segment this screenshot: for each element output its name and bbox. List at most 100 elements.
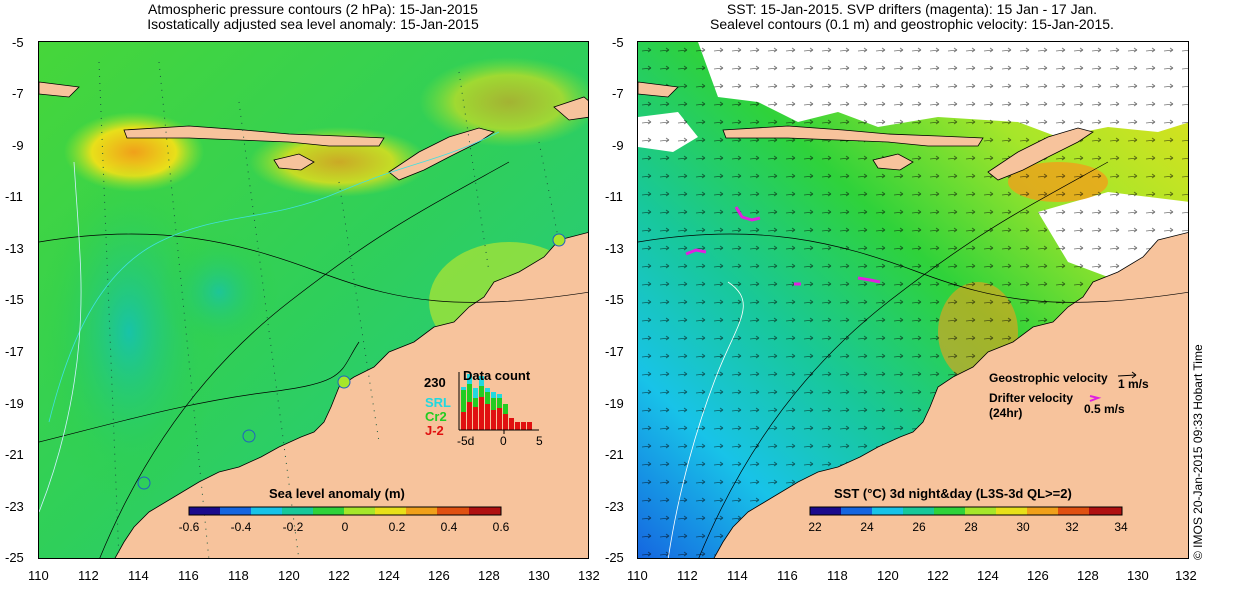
right-y-tick: -25 xyxy=(605,550,624,565)
data-count-inset xyxy=(458,372,539,434)
right-x-tick: 130 xyxy=(1127,568,1149,583)
sst-colorbar xyxy=(809,506,1123,516)
left-y-tick: -13 xyxy=(5,241,24,256)
imos-credit: © IMOS 20-Jan-2015 09:33 Hobart Time xyxy=(1191,344,1205,560)
altimeter-tracks xyxy=(98,61,560,558)
right-y-tick: -7 xyxy=(612,86,624,101)
island-timor xyxy=(388,127,495,181)
left-x-tick: 118 xyxy=(228,568,249,583)
pressure-contour-1 xyxy=(39,233,588,303)
sealevel-contour xyxy=(638,233,1188,303)
bathymetry-contour-2 xyxy=(39,161,82,513)
data-count-bar xyxy=(473,388,478,398)
left-y-tick: -11 xyxy=(5,189,23,204)
data-count-bar xyxy=(485,404,490,430)
sea-level-anomaly-map[interactable]: Data count 230 SRL Cr2 J-2 -5d 0 5 Sea l… xyxy=(38,41,589,559)
drifter-track[interactable] xyxy=(685,248,707,256)
data-count-series-j2: J-2 xyxy=(425,423,444,438)
right-y-tick: -15 xyxy=(605,292,624,307)
left-x-tick: 120 xyxy=(278,568,300,583)
sealevel-contour-white xyxy=(667,281,744,558)
drifter-track[interactable] xyxy=(857,276,881,284)
island-chain-north xyxy=(123,125,385,147)
drifter-velocity-scale: 0.5 m/s xyxy=(1084,402,1125,416)
data-count-bar xyxy=(485,392,490,404)
tide-gauge-marker[interactable] xyxy=(552,233,566,247)
right-y-tick: -9 xyxy=(612,138,624,153)
sla-high-anomaly-timor xyxy=(249,127,429,197)
data-count-bar xyxy=(479,386,484,397)
left-x-tick: 126 xyxy=(428,568,450,583)
right-y-tick: -11 xyxy=(605,189,623,204)
sla-colorbar-label: Sea level anomaly (m) xyxy=(269,486,405,501)
sst-map[interactable]: Geostrophic velocity 1 m/s Drifter veloc… xyxy=(637,41,1189,559)
right-x-tick: 110 xyxy=(627,568,648,583)
sst-colorbar-label: SST (°C) 3d night&day (L3S-3d QL>=2) xyxy=(834,486,1072,501)
bathymetry-contour xyxy=(48,131,500,423)
data-count-max: 230 xyxy=(424,375,446,390)
sla-colorbar-tick: 0.6 xyxy=(492,520,510,534)
left-x-tick: 130 xyxy=(528,568,550,583)
sst-map-canvas xyxy=(638,42,1188,558)
sealevel-contour xyxy=(698,161,1109,558)
island-timor xyxy=(987,127,1094,181)
sst-colorbar-tick: 34 xyxy=(1114,520,1128,534)
island-sumba xyxy=(872,153,914,171)
left-x-tick: 114 xyxy=(128,568,149,583)
left-y-tick: -7 xyxy=(12,86,24,101)
sst-colorbar-tick: 22 xyxy=(808,520,822,534)
data-count-series-cr2: Cr2 xyxy=(425,409,447,424)
right-y-tick: -13 xyxy=(605,241,624,256)
right-x-tick: 120 xyxy=(877,568,899,583)
svp-drifter-tracks[interactable] xyxy=(685,206,881,286)
data-count-bar xyxy=(491,398,496,410)
right-title-line-1: SST: 15-Jan-2015. SVP drifters (magenta)… xyxy=(726,1,1098,17)
data-count-bar xyxy=(503,404,508,414)
data-count-bar xyxy=(497,394,502,398)
data-count-bar xyxy=(497,398,502,408)
tide-gauge-marker[interactable] xyxy=(337,375,351,389)
left-y-tick: -17 xyxy=(5,344,24,359)
data-count-bar xyxy=(491,410,496,430)
island-java-edge xyxy=(638,81,679,98)
left-y-tick: -9 xyxy=(12,138,24,153)
sst-colorbar-tick: 26 xyxy=(912,520,926,534)
data-count-bar xyxy=(473,407,478,430)
sst-colorbar-tick: 28 xyxy=(964,520,978,534)
data-count-bar xyxy=(503,414,508,430)
data-count-bar xyxy=(467,374,472,384)
left-x-tick: 132 xyxy=(578,568,600,583)
sst-colorbar-tick: 24 xyxy=(860,520,874,534)
tide-gauge-marker[interactable] xyxy=(242,429,256,443)
left-x-tick: 122 xyxy=(328,568,350,583)
right-y-tick: -23 xyxy=(605,499,624,514)
drifter-track[interactable] xyxy=(734,206,761,222)
right-x-tick: 122 xyxy=(927,568,949,583)
data-count-bar xyxy=(461,390,466,412)
data-count-title: Data count xyxy=(463,368,531,383)
geostrophic-velocity-scale: 1 m/s xyxy=(1118,377,1149,391)
data-count-bar xyxy=(461,387,466,390)
data-count-bar xyxy=(497,408,502,430)
left-x-tick: 124 xyxy=(378,568,400,583)
left-x-tick: 112 xyxy=(78,568,99,583)
island-java-edge xyxy=(39,81,80,98)
data-count-bar xyxy=(479,376,484,386)
sla-colorbar xyxy=(188,506,502,516)
data-count-bar xyxy=(509,418,514,430)
sla-high-anomaly-ne xyxy=(419,57,588,147)
tide-gauge-marker[interactable] xyxy=(137,476,151,490)
right-y-tick: -19 xyxy=(605,396,624,411)
right-x-tick: 112 xyxy=(677,568,698,583)
left-title-line-1: Atmospheric pressure contours (2 hPa): 1… xyxy=(148,1,478,17)
data-count-x-tick: 5 xyxy=(536,434,543,448)
sst-colorbar-tick: 32 xyxy=(1065,520,1079,534)
left-y-tick: -5 xyxy=(12,35,24,50)
legend-arrows xyxy=(1089,371,1137,402)
data-count-bar xyxy=(521,422,526,430)
sla-colorbar-tick: 0.4 xyxy=(440,520,458,534)
data-count-bar xyxy=(515,422,520,430)
data-count-x-tick: -5d xyxy=(457,434,475,448)
data-count-series-srl: SRL xyxy=(425,395,451,410)
right-x-tick: 118 xyxy=(827,568,848,583)
